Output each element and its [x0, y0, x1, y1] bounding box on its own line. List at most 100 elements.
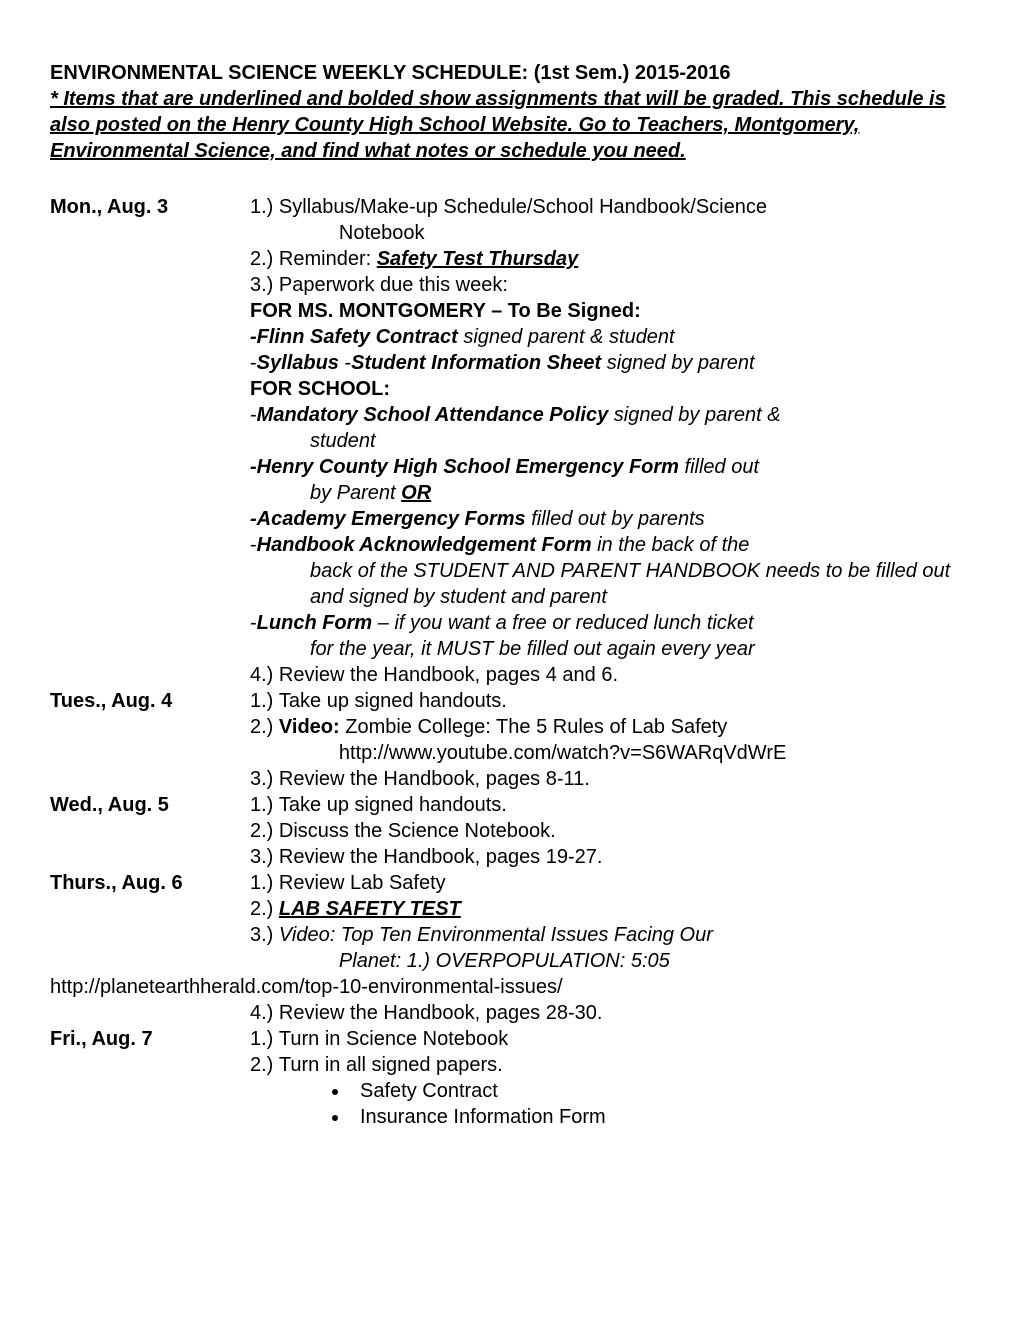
- item-text: Review the Handbook, pages 19-27.: [279, 844, 970, 870]
- item-number: 2.): [250, 714, 279, 766]
- form-name: Lunch Form: [257, 612, 373, 634]
- video-title: Video: Top Ten Environmental Issues Faci…: [279, 924, 713, 946]
- item-text: Take up signed handouts.: [279, 792, 970, 818]
- day-date: Tues., Aug. 4: [50, 688, 250, 792]
- form-desc: signed parent & student: [458, 326, 675, 348]
- day-mon: Mon., Aug. 3 1.) Syllabus/Make-up Schedu…: [50, 194, 970, 688]
- day-content: 4.) Review the Handbook, pages 28-30.: [250, 1000, 970, 1026]
- item-number: 1.): [250, 688, 279, 714]
- item-number: 4.): [250, 1000, 279, 1026]
- item-text: Syllabus/Make-up Schedule/School Handboo…: [279, 194, 970, 246]
- item-number: 4.): [250, 662, 279, 688]
- text-cont: Planet: 1.) OVERPOPULATION: 5:05: [279, 948, 970, 974]
- list-item: 3.) Review the Handbook, pages 8-11.: [250, 766, 970, 792]
- video-url: http://www.youtube.com/watch?v=S6WARqVdW…: [279, 740, 970, 766]
- list-item: 1.) Take up signed handouts.: [250, 688, 970, 714]
- item-text: Review Lab Safety: [279, 870, 970, 896]
- day-content: 1.) Take up signed handouts. 2.) Video: …: [250, 688, 970, 792]
- text-cont: student: [250, 428, 970, 454]
- day-content: 1.) Turn in Science Notebook 2.) Turn in…: [250, 1026, 970, 1130]
- day-date: Wed., Aug. 5: [50, 792, 250, 870]
- item-number: 1.): [250, 792, 279, 818]
- list-item: 2.) Discuss the Science Notebook.: [250, 818, 970, 844]
- paperwork-line: -Flinn Safety Contract signed parent & s…: [250, 324, 970, 350]
- list-item: 2.) LAB SAFETY TEST: [250, 896, 970, 922]
- paperwork-line: -Lunch Form – if you want a free or redu…: [250, 610, 970, 662]
- day-date: Thurs., Aug. 6: [50, 870, 250, 974]
- day-content: 1.) Review Lab Safety 2.) LAB SAFETY TES…: [250, 870, 970, 974]
- bullet-item: Insurance Information Form: [350, 1104, 970, 1130]
- subheading: FOR SCHOOL:: [250, 376, 970, 402]
- header-block: ENVIRONMENTAL SCIENCE WEEKLY SCHEDULE: (…: [50, 60, 970, 164]
- paperwork-line: -Henry County High School Emergency Form…: [250, 454, 970, 506]
- emphasis-text: Safety Test Thursday: [377, 248, 579, 270]
- form-desc: filled out by parents: [526, 508, 705, 530]
- form-name: Syllabus: [257, 352, 339, 374]
- list-item: 3.) Video: Top Ten Environmental Issues …: [250, 922, 970, 974]
- form-name: Mandatory School Attendance Policy: [257, 404, 609, 426]
- day-content: 1.) Take up signed handouts. 2.) Discuss…: [250, 792, 970, 870]
- day-thu-cont: 4.) Review the Handbook, pages 28-30.: [50, 1000, 970, 1026]
- day-thu: Thurs., Aug. 6 1.) Review Lab Safety 2.)…: [50, 870, 970, 974]
- item-text: Video: Zombie College: The 5 Rules of La…: [279, 714, 970, 766]
- external-url: http://planetearthherald.com/top-10-envi…: [50, 974, 970, 1000]
- header-note: * Items that are underlined and bolded s…: [50, 86, 970, 164]
- form-desc: in the back of the: [592, 534, 750, 556]
- text: Reminder:: [279, 248, 377, 270]
- item-number: 3.): [250, 844, 279, 870]
- list-item: 1.) Turn in Science Notebook: [250, 1026, 970, 1052]
- dash: -: [250, 404, 257, 426]
- form-desc: signed by parent: [601, 352, 754, 374]
- list-item: 1.) Review Lab Safety: [250, 870, 970, 896]
- list-item: 1.) Take up signed handouts.: [250, 792, 970, 818]
- video-label: Video:: [279, 716, 340, 738]
- item-number: 1.): [250, 194, 279, 246]
- item-text: Turn in all signed papers.: [279, 1052, 970, 1078]
- paperwork-line: -Academy Emergency Forms filled out by p…: [250, 506, 970, 532]
- text: by Parent: [310, 482, 401, 504]
- item-number: 2.): [250, 246, 279, 272]
- form-name: -Academy Emergency Forms: [250, 508, 526, 530]
- item-text: Reminder: Safety Test Thursday: [279, 246, 970, 272]
- day-fri: Fri., Aug. 7 1.) Turn in Science Noteboo…: [50, 1026, 970, 1130]
- bullet-item: Safety Contract: [350, 1078, 970, 1104]
- list-item: 2.) Turn in all signed papers.: [250, 1052, 970, 1078]
- day-date-empty: [50, 1000, 250, 1026]
- paperwork-line: -Mandatory School Attendance Policy sign…: [250, 402, 970, 454]
- item-number: 1.): [250, 870, 279, 896]
- item-number: 2.): [250, 1052, 279, 1078]
- emphasis-text: OR: [401, 482, 431, 504]
- page-title: ENVIRONMENTAL SCIENCE WEEKLY SCHEDULE: (…: [50, 60, 970, 86]
- list-item: 4.) Review the Handbook, pages 28-30.: [250, 1000, 970, 1026]
- text-cont: Notebook: [279, 220, 970, 246]
- item-text: Paperwork due this week:: [279, 272, 970, 298]
- bullet-list: Safety Contract Insurance Information Fo…: [250, 1078, 970, 1130]
- item-number: 2.): [250, 896, 279, 922]
- form-name: -Flinn Safety Contract: [250, 326, 458, 348]
- item-number: 3.): [250, 922, 279, 974]
- paperwork-line: -Handbook Acknowledgement Form in the ba…: [250, 532, 970, 610]
- list-item: 2.) Video: Zombie College: The 5 Rules o…: [250, 714, 970, 766]
- item-text: Video: Top Ten Environmental Issues Faci…: [279, 922, 970, 974]
- dash: -: [250, 534, 257, 556]
- item-number: 3.): [250, 766, 279, 792]
- subheading: FOR MS. MONTGOMERY – To Be Signed:: [250, 298, 970, 324]
- text: Syllabus/Make-up Schedule/School Handboo…: [279, 196, 767, 218]
- dash: -: [250, 612, 257, 634]
- video-title: Zombie College: The 5 Rules of Lab Safet…: [340, 716, 728, 738]
- list-item: 3.) Paperwork due this week:: [250, 272, 970, 298]
- form-name: Student Information Sheet: [351, 352, 601, 374]
- item-text: Turn in Science Notebook: [279, 1026, 970, 1052]
- item-text: Review the Handbook, pages 4 and 6.: [279, 662, 970, 688]
- paperwork-line: -Syllabus -Student Information Sheet sig…: [250, 350, 970, 376]
- item-number: 1.): [250, 1026, 279, 1052]
- item-number: 3.): [250, 272, 279, 298]
- list-item: 4.) Review the Handbook, pages 4 and 6.: [250, 662, 970, 688]
- form-desc: signed by parent &: [608, 404, 780, 426]
- day-date: Fri., Aug. 7: [50, 1026, 250, 1130]
- text-cont: back of the STUDENT AND PARENT HANDBOOK …: [250, 558, 970, 610]
- day-tue: Tues., Aug. 4 1.) Take up signed handout…: [50, 688, 970, 792]
- list-item: 1.) Syllabus/Make-up Schedule/School Han…: [250, 194, 970, 246]
- form-name: -Henry County High School Emergency Form: [250, 456, 679, 478]
- item-text: Review the Handbook, pages 28-30.: [279, 1000, 970, 1026]
